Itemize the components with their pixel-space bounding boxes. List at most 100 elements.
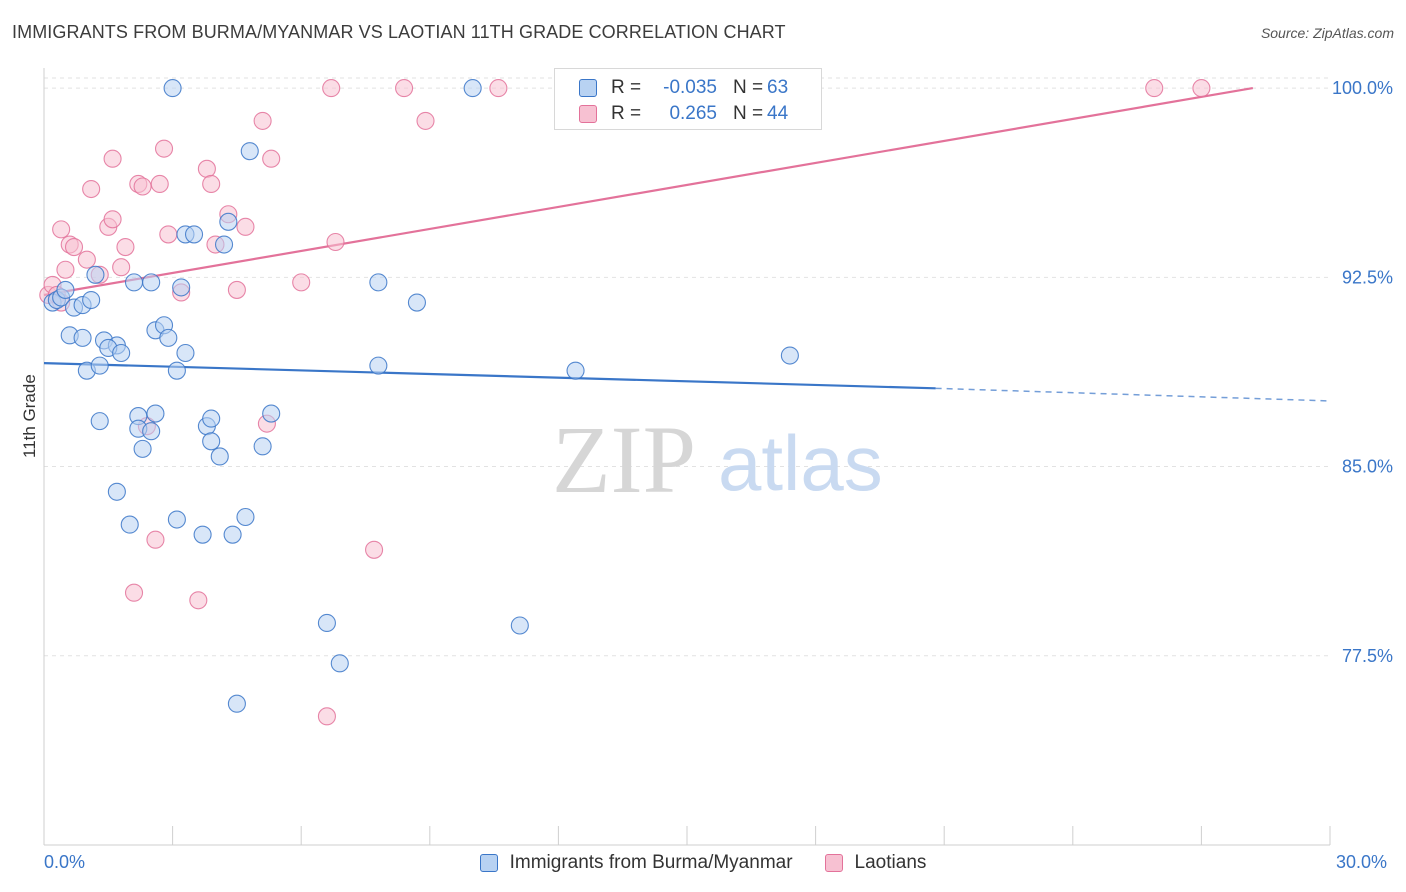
data-point-pink — [116, 237, 135, 257]
legend-swatch-laotians — [579, 105, 597, 123]
data-point-blue — [210, 447, 229, 466]
data-point-blue — [214, 235, 234, 254]
data-point-pink — [64, 237, 84, 257]
data-point-blue — [262, 404, 281, 423]
data-point-pink — [103, 149, 122, 168]
data-point-blue — [167, 361, 186, 380]
trend-lines — [43, 87, 1331, 402]
data-point-blue — [163, 79, 182, 98]
correlation-legend: R = -0.035 N = 63 R = 0.265 N = 44 — [554, 68, 822, 130]
data-point-pink — [1192, 79, 1211, 98]
data-point-blue — [407, 293, 426, 312]
data-point-pink — [112, 258, 131, 277]
data-point-blue — [202, 432, 221, 451]
y-tick-label: 85.0% — [1342, 457, 1393, 477]
legend-row-burma: R = -0.035 N = 63 — [579, 77, 788, 99]
y-tick-label: 100.0% — [1332, 78, 1393, 98]
data-point-pink — [262, 149, 281, 168]
data-point-blue — [167, 510, 186, 529]
data-point-blue — [90, 356, 109, 375]
data-point-blue — [202, 409, 221, 428]
data-point-pink — [146, 530, 165, 549]
series-swatch-laotians — [824, 854, 843, 872]
data-point-blue — [124, 273, 144, 292]
data-point-blue — [112, 343, 131, 363]
chart-title: IMMIGRANTS FROM BURMA/MYANMAR VS LAOTIAN… — [12, 22, 786, 42]
data-point-blue — [317, 613, 336, 633]
data-point-blue — [56, 280, 75, 299]
legend-r-label: R = — [611, 103, 642, 124]
watermark-zip: ZIP — [552, 406, 696, 513]
data-point-pink — [395, 79, 414, 98]
grid-lines — [44, 77, 1330, 657]
trend-line-extension-blue — [935, 387, 1331, 402]
data-point-blue — [73, 328, 92, 347]
data-point-pink — [133, 177, 152, 196]
data-point-blue — [253, 437, 272, 456]
y-axis-label: 11th Grade — [20, 374, 39, 458]
data-point-blue — [227, 694, 246, 713]
data-point-pink — [292, 273, 311, 292]
legend-r-value: -0.035 — [663, 77, 717, 98]
data-point-pink — [317, 707, 336, 726]
data-point-blue — [142, 422, 161, 441]
legend-r-label: R = — [611, 77, 642, 98]
data-point-pink — [52, 220, 71, 239]
legend-swatch-burma — [579, 79, 597, 97]
data-point-blue — [107, 482, 126, 501]
watermark: ZIP atlas — [552, 406, 883, 513]
legend-r-value: 0.265 — [669, 103, 717, 124]
data-point-pink — [124, 583, 144, 602]
data-point-blue — [369, 273, 388, 292]
source-label: Source: ZipAtlas.com — [1260, 25, 1394, 41]
data-point-blue — [146, 404, 165, 423]
data-point-pink — [322, 79, 341, 98]
axes — [43, 68, 1331, 846]
data-point-blue — [184, 225, 204, 244]
series-legend: Immigrants from Burma/Myanmar Laotians — [0, 852, 1406, 874]
data-point-pink — [365, 540, 384, 559]
data-point-pink — [103, 210, 122, 229]
data-point-blue — [236, 507, 255, 527]
data-point-blue — [223, 525, 242, 544]
y-tick-labels: 77.5% 85.0% 92.5% 100.0% — [1332, 78, 1393, 666]
data-point-pink — [326, 232, 345, 252]
burma-points — [43, 79, 799, 713]
data-point-pink — [159, 225, 178, 244]
series-legend-burma[interactable]: Immigrants from Burma/Myanmar — [479, 852, 793, 874]
legend-n-value: 44 — [767, 103, 789, 124]
data-point-blue — [90, 412, 109, 431]
laotians-points — [39, 79, 1211, 726]
data-point-blue — [566, 361, 585, 380]
data-point-pink — [197, 159, 216, 178]
data-point-blue — [240, 142, 259, 161]
trend-line-pink — [43, 87, 1254, 297]
x-tick-max: 30.0% — [1336, 852, 1388, 872]
x-tick-min: 0.0% — [44, 852, 86, 872]
legend-n-value: 63 — [767, 77, 789, 98]
data-point-blue — [159, 328, 178, 347]
series-legend-laotians[interactable]: Laotians — [824, 852, 926, 874]
y-tick-label: 92.5% — [1342, 267, 1393, 287]
data-point-blue — [369, 356, 388, 375]
legend-n-label: N = — [733, 77, 764, 98]
y-tick-label: 77.5% — [1342, 646, 1393, 666]
series-label-burma: Immigrants from Burma/Myanmar — [509, 852, 793, 873]
data-point-pink — [202, 174, 221, 194]
data-point-blue — [510, 616, 529, 635]
data-point-blue — [193, 525, 212, 544]
legend-n-label: N = — [733, 103, 764, 124]
data-point-blue — [172, 278, 191, 297]
data-point-pink — [227, 280, 246, 299]
data-point-pink — [189, 591, 208, 610]
data-point-pink — [236, 217, 255, 236]
legend-row-laotians: R = 0.265 N = 44 — [579, 103, 788, 125]
data-point-pink — [489, 79, 508, 98]
data-point-blue — [133, 439, 152, 458]
data-point-pink — [56, 260, 75, 279]
series-swatch-burma — [479, 854, 498, 872]
data-point-blue — [120, 515, 139, 534]
trend-line-blue — [43, 362, 936, 390]
data-point-blue — [176, 343, 195, 363]
